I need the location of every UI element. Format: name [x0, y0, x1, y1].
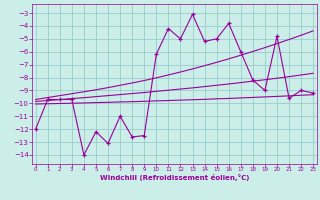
X-axis label: Windchill (Refroidissement éolien,°C): Windchill (Refroidissement éolien,°C) [100, 174, 249, 181]
